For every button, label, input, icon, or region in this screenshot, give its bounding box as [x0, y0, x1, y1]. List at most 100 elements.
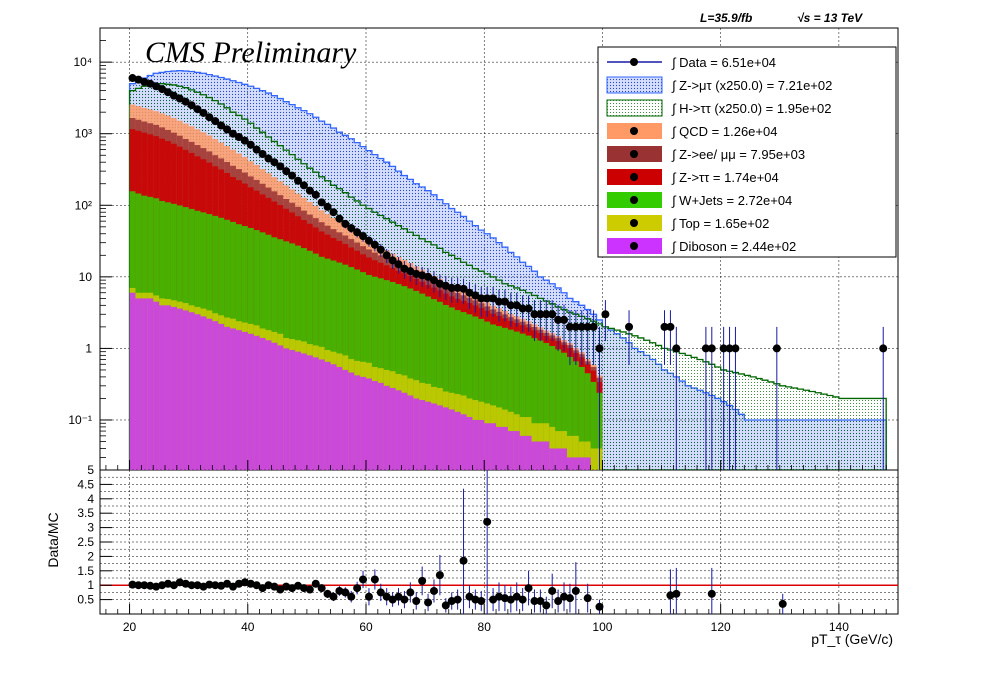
stack-bar	[318, 359, 325, 470]
ratio-point	[530, 597, 539, 606]
stack-bar	[431, 299, 437, 470]
data-point	[282, 167, 291, 176]
stack-bar	[466, 314, 473, 470]
stack-bar	[147, 298, 154, 470]
ratio-point	[542, 601, 551, 610]
stack-bar	[159, 305, 166, 470]
axes: 20 40 60 80 100 120 14010⁻¹11010²10³10⁴0.511.5…	[68, 27, 887, 634]
data-point	[175, 94, 184, 103]
stack-bar	[584, 457, 591, 470]
stack-bar	[590, 381, 597, 470]
ratio-point	[406, 588, 415, 597]
data-point	[731, 344, 740, 353]
data-point	[459, 284, 468, 293]
stack-bar	[460, 414, 467, 470]
data-point	[187, 101, 196, 110]
stack-bar	[584, 441, 591, 470]
data-point	[483, 294, 492, 303]
ratio-point	[364, 592, 373, 601]
stack-bar	[141, 298, 148, 470]
ratio-point	[305, 585, 314, 594]
data-point	[217, 121, 226, 130]
stack-bar	[336, 366, 343, 470]
ratio-point	[459, 556, 468, 565]
stack-bar	[342, 369, 349, 470]
stack-bar	[235, 330, 242, 470]
ratio-point	[134, 581, 143, 590]
stack-bar	[330, 364, 337, 470]
stack-bar	[454, 310, 461, 470]
stack-bar	[584, 373, 591, 470]
data-point	[772, 344, 781, 353]
data-point	[518, 304, 527, 313]
stack-bar	[247, 333, 254, 470]
data-point	[725, 344, 734, 353]
ratio-point	[554, 597, 563, 606]
legend-entry: ∫ Z->μτ (x250.0) = 7.21e+02	[606, 76, 832, 94]
legend-entry: ∫ W+Jets = 2.72e+04	[607, 192, 792, 208]
data-point	[163, 88, 172, 97]
data-points	[128, 74, 888, 470]
y-tick-label: 10⁻¹	[68, 413, 92, 427]
stack-bar	[537, 340, 544, 470]
data-point	[707, 344, 716, 353]
stack-bar	[206, 318, 213, 470]
ratio-point	[382, 592, 391, 601]
stack-bar	[478, 419, 485, 470]
stack-bar	[283, 348, 290, 470]
data-point	[323, 202, 332, 211]
ratio-point	[453, 595, 462, 604]
data-point	[595, 344, 604, 353]
ratio-point	[376, 588, 385, 597]
data-point	[258, 150, 267, 159]
ratio-point	[512, 592, 521, 601]
data-point	[347, 224, 356, 233]
ratio-y-tick-label: 1	[87, 578, 94, 592]
data-point	[311, 190, 320, 199]
x-tick-label: 80	[478, 620, 492, 634]
data-point	[554, 315, 563, 324]
data-point	[359, 232, 368, 241]
stack-bar	[377, 382, 384, 470]
legend-entry: ∫ H->ττ (x250.0) = 1.95e+02	[606, 99, 831, 117]
stack-bar	[182, 310, 189, 470]
stack-bar	[383, 385, 390, 470]
ratio-point	[329, 592, 338, 601]
ratio-plot-area	[100, 470, 898, 614]
legend-label: ∫ Diboson = 2.44e+02	[671, 239, 796, 254]
legend-label: ∫ Data = 6.51e+04	[671, 55, 776, 70]
stack-bar	[188, 312, 195, 470]
ratio-y-tick-label: 2	[87, 549, 94, 563]
data-point	[288, 171, 297, 180]
ratio-point	[347, 592, 356, 601]
legend-swatch	[606, 76, 663, 94]
stack-bar	[354, 375, 361, 470]
stack-bar	[224, 326, 231, 470]
data-point	[223, 125, 232, 134]
legend-label: ∫ W+Jets = 2.72e+04	[671, 193, 792, 208]
legend-swatch	[606, 99, 663, 117]
stack-bar	[212, 321, 219, 470]
legend: ∫ Data = 6.51e+04 ∫ Z->μτ (x250.0) = 7.21…	[597, 46, 897, 258]
stack-bar	[407, 395, 414, 470]
ratio-y-tick-label: 4	[87, 492, 94, 506]
ratio-point	[483, 517, 492, 526]
data-point	[589, 322, 598, 331]
stack-bar	[578, 457, 585, 470]
stack-bar	[496, 426, 502, 470]
data-point	[583, 322, 592, 331]
stack-bar	[371, 381, 378, 470]
lumi-label: L=35.9/fb	[700, 11, 752, 25]
ratio-point	[187, 581, 196, 590]
data-point	[477, 294, 486, 303]
data-point	[252, 145, 261, 154]
ratio-point	[276, 585, 285, 594]
stack-bar	[153, 301, 160, 470]
ratio-point	[565, 594, 574, 603]
stack-bar	[460, 312, 467, 470]
data-point	[193, 105, 202, 114]
ratio-point	[223, 579, 232, 588]
stack-bar	[484, 321, 491, 470]
stack-bar	[472, 316, 479, 470]
